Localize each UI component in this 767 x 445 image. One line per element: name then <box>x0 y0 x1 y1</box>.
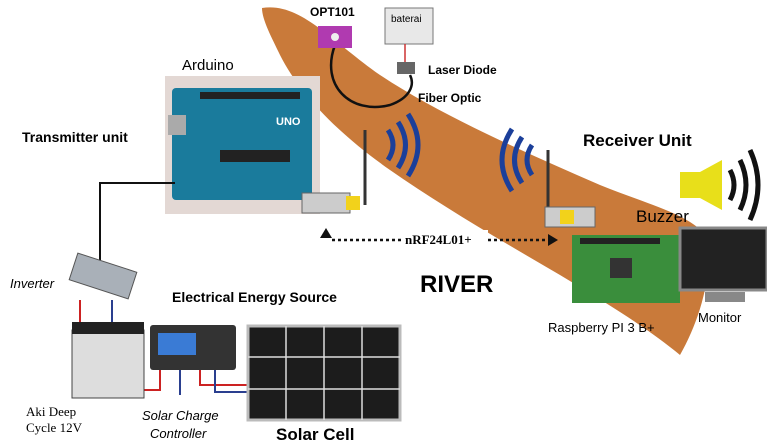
baterai-box <box>384 7 434 45</box>
controller-display <box>158 333 196 355</box>
solar-cell-label: Solar Cell <box>276 425 354 444</box>
battery-top <box>72 322 144 334</box>
arrow-left <box>320 228 332 238</box>
transmitter-label: Transmitter unit <box>22 129 128 145</box>
controller-line: Controller <box>150 426 207 441</box>
arduino-chip <box>220 150 290 162</box>
arduino-label: Arduino <box>182 57 234 74</box>
arduino-uno: UNO <box>276 116 301 128</box>
arduino-board <box>172 88 312 200</box>
arduino-usb <box>168 115 186 135</box>
battery-line: Aki Deep <box>26 404 76 419</box>
speaker-waves <box>727 148 761 222</box>
rx-radio-chip <box>560 210 574 224</box>
radio-label: nRF24L01+ <box>405 232 472 247</box>
monitor-screen <box>678 226 767 292</box>
tx-radio-chip <box>346 196 360 210</box>
controller-line: Solar Charge <box>142 408 219 423</box>
rx-waves <box>499 127 535 193</box>
opt101-label: OPT101 <box>310 5 355 19</box>
laser-diode-label: Laser Diode <box>428 63 497 77</box>
river-label: RIVER <box>420 271 493 298</box>
tx-waves <box>385 112 421 178</box>
solar-grid <box>248 326 400 420</box>
battery <box>71 329 145 399</box>
raspberry-header <box>580 238 660 244</box>
radio-label-bg <box>402 230 488 248</box>
inverter-label: Inverter <box>10 276 55 291</box>
baterai-label: baterai <box>391 14 422 25</box>
arduino-header <box>200 92 300 99</box>
controller-label: Solar Charge Controller <box>142 408 222 441</box>
energy-source-label: Electrical Energy Source <box>172 289 337 305</box>
battery-label: Aki Deep Cycle 12V <box>26 404 83 435</box>
monitor-stand <box>705 292 745 302</box>
battery-line: Cycle 12V <box>26 420 83 435</box>
laser-diode <box>397 62 415 74</box>
monitor-label: Monitor <box>698 310 742 325</box>
arrow-right <box>548 234 558 246</box>
power-wire <box>99 182 175 262</box>
buzzer-label: Buzzer <box>636 207 689 226</box>
opt101-hole <box>331 33 339 41</box>
speaker <box>680 160 722 210</box>
fiber-cable <box>329 44 414 109</box>
inverter <box>68 252 138 300</box>
raspberry-chip <box>610 258 632 278</box>
receiver-label: Receiver Unit <box>583 131 692 150</box>
fiber-optic-label: Fiber Optic <box>418 91 482 105</box>
tx-radio <box>301 192 351 214</box>
raspberry-label: Raspberry PI 3 B+ <box>548 320 655 335</box>
